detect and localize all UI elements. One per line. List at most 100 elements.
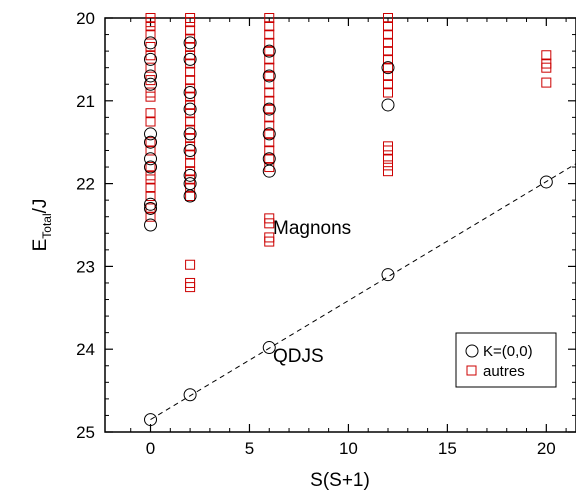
point-autres — [382, 29, 393, 40]
point-k00 — [381, 98, 395, 112]
plot-frame — [104, 17, 576, 433]
point-autres — [382, 153, 393, 164]
point-autres — [382, 62, 393, 73]
point-autres — [264, 137, 275, 148]
point-k00 — [144, 69, 158, 83]
legend-label-k00: K=(0,0) — [483, 343, 533, 360]
legend-circle-icon — [465, 344, 479, 358]
point-autres — [145, 145, 156, 156]
y-tick-label: 21 — [76, 92, 95, 111]
data-marks — [144, 13, 553, 427]
point-autres — [382, 141, 393, 152]
legend-square-icon — [466, 365, 477, 376]
point-k00 — [144, 197, 158, 211]
point-k00 — [183, 143, 197, 157]
point-autres — [264, 29, 275, 40]
point-k00 — [144, 52, 158, 66]
point-autres — [264, 79, 275, 90]
x-tick-label: 10 — [339, 439, 358, 458]
point-autres — [541, 77, 552, 88]
point-autres — [185, 133, 196, 144]
point-autres — [382, 87, 393, 98]
axis-tick-labels: 0 5 10 15 20 20 21 22 23 24 25 — [76, 9, 556, 458]
point-autres — [145, 182, 156, 193]
point-k00 — [144, 218, 158, 232]
point-autres — [264, 145, 275, 156]
point-autres — [185, 83, 196, 94]
point-autres — [145, 62, 156, 73]
point-autres — [145, 203, 156, 214]
point-k00 — [262, 127, 276, 141]
point-autres — [382, 79, 393, 90]
point-k00 — [144, 201, 158, 215]
point-autres — [185, 41, 196, 52]
x-tick-label: 20 — [537, 439, 556, 458]
point-k00 — [183, 36, 197, 50]
point-autres — [264, 128, 275, 139]
x-tick-label: 15 — [438, 439, 457, 458]
y-tick-label: 25 — [76, 423, 95, 442]
point-autres — [541, 50, 552, 61]
y-axis-title: ETotal/J — [30, 199, 54, 252]
point-k00 — [262, 341, 276, 355]
point-k00 — [144, 36, 158, 50]
point-autres — [145, 29, 156, 40]
point-autres — [264, 70, 275, 81]
point-k00 — [183, 86, 197, 100]
point-autres — [145, 211, 156, 222]
point-autres — [264, 120, 275, 131]
point-k00 — [144, 160, 158, 174]
point-autres — [264, 232, 275, 243]
annotation-qdjs: QDJS — [273, 346, 324, 367]
point-autres — [382, 37, 393, 48]
point-autres — [185, 116, 196, 127]
point-k00 — [381, 268, 395, 282]
point-k00 — [183, 52, 197, 66]
point-autres — [185, 91, 196, 102]
x-axis-title: S(S+1) — [310, 470, 370, 491]
y-tick-label: 20 — [76, 9, 95, 28]
point-autres — [541, 58, 552, 69]
point-k00 — [183, 388, 197, 402]
point-autres — [264, 112, 275, 123]
fit-line — [150, 163, 576, 421]
point-autres — [185, 58, 196, 69]
point-autres — [185, 25, 196, 36]
legend-box — [455, 332, 557, 388]
point-autres — [185, 174, 196, 185]
point-autres — [145, 170, 156, 181]
point-autres — [264, 153, 275, 164]
legend-label-autres: autres — [483, 363, 525, 380]
point-autres — [185, 108, 196, 119]
point-autres — [185, 277, 196, 288]
point-k00 — [144, 413, 158, 427]
y-axis-title-tail: /J — [30, 199, 51, 214]
point-autres — [145, 116, 156, 127]
x-tick-label: 5 — [245, 439, 254, 458]
point-autres — [185, 99, 196, 110]
point-autres — [185, 166, 196, 177]
y-axis-title-main: E — [30, 239, 51, 252]
fit-line-group — [150, 163, 576, 421]
point-autres — [145, 41, 156, 52]
point-autres — [185, 191, 196, 202]
point-autres — [382, 166, 393, 177]
point-autres — [185, 75, 196, 86]
point-autres — [185, 259, 196, 270]
point-autres — [264, 104, 275, 115]
point-autres — [264, 95, 275, 106]
point-autres — [264, 54, 275, 65]
y-tick-label: 22 — [76, 175, 95, 194]
point-autres — [185, 13, 196, 23]
point-k00 — [262, 69, 276, 83]
point-autres — [185, 124, 196, 135]
y-axis-title-sub: Total — [40, 213, 54, 238]
point-autres — [264, 213, 275, 224]
point-k00 — [144, 152, 158, 166]
point-autres — [382, 70, 393, 81]
point-autres — [382, 46, 393, 57]
point-autres — [185, 50, 196, 61]
point-autres — [382, 21, 393, 32]
point-autres — [264, 37, 275, 48]
point-k00 — [144, 77, 158, 91]
